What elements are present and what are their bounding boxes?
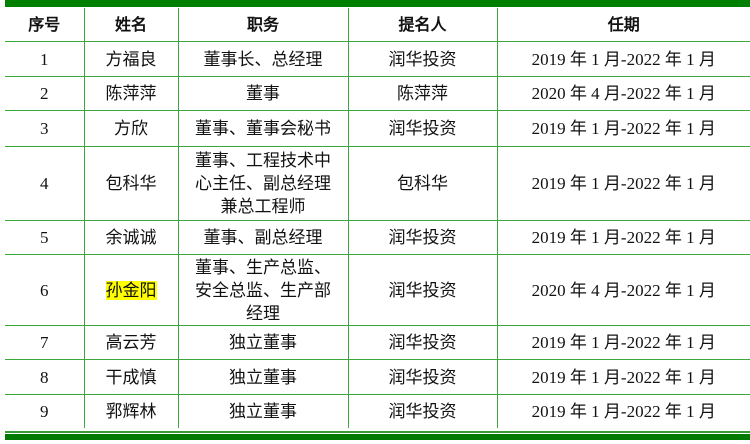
cell-name: 干成慎 bbox=[83, 359, 179, 395]
table-row: 5 余诚诚 董事、副总经理 润华投资 2019 年 1 月-2022 年 1 月 bbox=[5, 220, 750, 255]
cell-term: 2020 年 4 月-2022 年 1 月 bbox=[496, 76, 750, 111]
cell-nominator: 润华投资 bbox=[347, 325, 498, 360]
bottom-rule-thin bbox=[5, 431, 750, 433]
cell-nominator: 润华投资 bbox=[347, 110, 498, 147]
cell-no: 1 bbox=[5, 41, 85, 77]
table-row: 2 陈萍萍 董事 陈萍萍 2020 年 4 月-2022 年 1 月 bbox=[5, 76, 750, 111]
directors-table: 序号 姓名 职务 提名人 任期 1 方福良 董事长、总经理 润华投资 2019 年 1 … bbox=[5, 8, 750, 428]
cell-position: 董事、工程技术中心主任、副总经理兼总工程师 bbox=[177, 146, 349, 221]
cell-nominator: 润华投资 bbox=[347, 41, 498, 77]
table-row: 3 方欣 董事、董事会秘书 润华投资 2019 年 1 月-2022 年 1 月 bbox=[5, 110, 750, 147]
cell-term: 2019 年 1 月-2022 年 1 月 bbox=[496, 146, 750, 221]
cell-position: 董事长、总经理 bbox=[177, 41, 349, 77]
cell-term: 2019 年 1 月-2022 年 1 月 bbox=[496, 110, 750, 147]
cell-nominator: 润华投资 bbox=[347, 359, 498, 395]
header-term: 任期 bbox=[496, 8, 750, 42]
cell-name: 陈萍萍 bbox=[83, 76, 179, 111]
cell-no: 8 bbox=[5, 359, 85, 395]
cell-term: 2019 年 1 月-2022 年 1 月 bbox=[496, 41, 750, 77]
bottom-rule bbox=[5, 434, 750, 440]
header-no: 序号 bbox=[5, 8, 85, 42]
table-row: 7 高云芳 独立董事 润华投资 2019 年 1 月-2022 年 1 月 bbox=[5, 325, 750, 360]
cell-position: 董事、生产总监、安全总监、生产部经理 bbox=[177, 254, 349, 326]
cell-no: 3 bbox=[5, 110, 85, 147]
cell-position: 独立董事 bbox=[177, 325, 349, 360]
header-nominator: 提名人 bbox=[347, 8, 498, 42]
cell-no: 6 bbox=[5, 254, 85, 326]
cell-nominator: 陈萍萍 bbox=[347, 76, 498, 111]
cell-name: 孙金阳 bbox=[83, 254, 179, 326]
cell-name: 高云芳 bbox=[83, 325, 179, 360]
cell-term: 2020 年 4 月-2022 年 1 月 bbox=[496, 254, 750, 326]
cell-no: 7 bbox=[5, 325, 85, 360]
highlighted-name: 孙金阳 bbox=[105, 280, 157, 300]
cell-position: 董事、副总经理 bbox=[177, 220, 349, 255]
cell-nominator: 包科华 bbox=[347, 146, 498, 221]
cell-position: 董事、董事会秘书 bbox=[177, 110, 349, 147]
cell-position: 独立董事 bbox=[177, 359, 349, 395]
cell-name: 余诚诚 bbox=[83, 220, 179, 255]
cell-term: 2019 年 1 月-2022 年 1 月 bbox=[496, 359, 750, 395]
cell-no: 2 bbox=[5, 76, 85, 111]
table-row: 8 干成慎 独立董事 润华投资 2019 年 1 月-2022 年 1 月 bbox=[5, 359, 750, 395]
cell-name: 方福良 bbox=[83, 41, 179, 77]
cell-position: 独立董事 bbox=[177, 394, 349, 428]
top-rule bbox=[5, 0, 750, 7]
cell-nominator: 润华投资 bbox=[347, 254, 498, 326]
cell-term: 2019 年 1 月-2022 年 1 月 bbox=[496, 394, 750, 428]
cell-nominator: 润华投资 bbox=[347, 220, 498, 255]
cell-no: 9 bbox=[5, 394, 85, 428]
table-row: 1 方福良 董事长、总经理 润华投资 2019 年 1 月-2022 年 1 月 bbox=[5, 41, 750, 77]
cell-no: 4 bbox=[5, 146, 85, 221]
cell-term: 2019 年 1 月-2022 年 1 月 bbox=[496, 220, 750, 255]
cell-nominator: 润华投资 bbox=[347, 394, 498, 428]
cell-name: 郛辉林 bbox=[83, 394, 179, 428]
cell-name: 包科华 bbox=[83, 146, 179, 221]
cell-term: 2019 年 1 月-2022 年 1 月 bbox=[496, 325, 750, 360]
cell-position: 董事 bbox=[177, 76, 349, 111]
cell-no: 5 bbox=[5, 220, 85, 255]
header-row: 序号 姓名 职务 提名人 任期 bbox=[5, 8, 750, 42]
cell-name: 方欣 bbox=[83, 110, 179, 147]
header-name: 姓名 bbox=[83, 8, 179, 42]
table-row: 6 孙金阳 董事、生产总监、安全总监、生产部经理 润华投资 2020 年 4 月-202… bbox=[5, 254, 750, 326]
table-row: 4 包科华 董事、工程技术中心主任、副总经理兼总工程师 包科华 2019 年 1 月-2… bbox=[5, 146, 750, 221]
table-row: 9 郛辉林 独立董事 润华投资 2019 年 1 月-2022 年 1 月 bbox=[5, 394, 750, 428]
header-position: 职务 bbox=[177, 8, 349, 42]
